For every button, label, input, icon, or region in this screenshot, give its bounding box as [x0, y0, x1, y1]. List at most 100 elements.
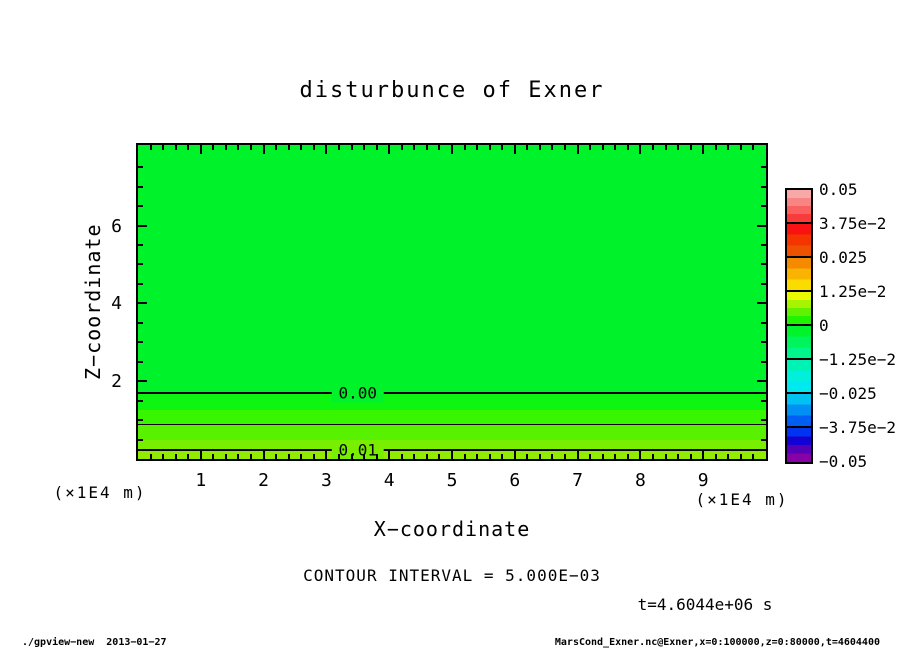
x-major-tick [388, 450, 391, 459]
x-minor-tick [375, 454, 378, 459]
contour-band [138, 439, 766, 451]
colorbar-tick-label: −0.025 [819, 384, 877, 403]
x-tick-label: 6 [509, 470, 521, 491]
x-minor-tick [551, 454, 554, 459]
x-minor-tick [425, 454, 428, 459]
x-minor-tick [689, 145, 692, 150]
x-minor-tick [526, 454, 529, 459]
z-major-tick [138, 380, 147, 383]
z-tick-label: 6 [111, 215, 122, 237]
x-axis-unit-label: (×1E4 m) [695, 490, 789, 509]
x-minor-tick [476, 454, 479, 459]
x-minor-tick [275, 145, 278, 150]
z-major-tick [757, 224, 766, 227]
x-minor-tick [375, 145, 378, 150]
x-tick-label: 9 [697, 470, 709, 491]
x-minor-tick [614, 454, 617, 459]
colorbar-tick-label: −3.75e−2 [819, 418, 897, 437]
colorbar-tick-label: 0 [819, 316, 829, 335]
x-minor-tick [501, 454, 504, 459]
x-tick-label: 5 [446, 470, 458, 491]
x-minor-tick [224, 454, 227, 459]
z-minor-tick [761, 360, 766, 363]
x-minor-tick [677, 454, 680, 459]
z-tick-label: 4 [111, 293, 122, 315]
z-minor-tick [761, 341, 766, 344]
x-major-tick [513, 145, 516, 154]
x-minor-tick [463, 454, 466, 459]
z-minor-tick [761, 185, 766, 188]
x-minor-tick [287, 454, 290, 459]
x-tick-label: 1 [195, 470, 207, 491]
colorbar-segment [787, 258, 811, 292]
z-minor-tick [761, 399, 766, 402]
x-minor-tick [739, 454, 742, 459]
x-minor-tick [463, 145, 466, 150]
x-minor-tick [363, 145, 366, 150]
x-minor-tick [689, 454, 692, 459]
x-minor-tick [601, 454, 604, 459]
x-minor-tick [664, 145, 667, 150]
x-minor-tick [413, 454, 416, 459]
z-minor-tick [761, 419, 766, 422]
x-minor-tick [538, 145, 541, 150]
x-tick-label: 4 [383, 470, 395, 491]
x-major-tick [576, 145, 579, 154]
contour-label: 0.00 [331, 383, 385, 403]
x-minor-tick [714, 145, 717, 150]
colorbar-segment [787, 190, 811, 224]
colorbar-segment [787, 394, 811, 428]
x-major-tick [639, 145, 642, 154]
x-major-tick [199, 145, 202, 154]
x-tick-label: 3 [320, 470, 332, 491]
colorbar-tick-label: 0.05 [819, 180, 858, 199]
x-minor-tick [212, 145, 215, 150]
x-minor-tick [626, 454, 629, 459]
x-minor-tick [312, 145, 315, 150]
x-minor-tick [739, 145, 742, 150]
time-annotation: t=4.6044e+06 s [637, 595, 773, 614]
x-major-tick [451, 450, 453, 459]
x-minor-tick [626, 145, 629, 150]
colorbar-tick-label: 0.025 [819, 248, 868, 267]
colorbar-segment [787, 326, 811, 360]
x-minor-tick [752, 454, 755, 459]
z-minor-tick [138, 185, 143, 188]
x-minor-tick [488, 145, 491, 150]
x-minor-tick [564, 145, 567, 150]
z-minor-tick [138, 263, 143, 266]
x-minor-tick [300, 145, 303, 150]
z-minor-tick [138, 399, 143, 402]
x-minor-tick [149, 145, 152, 150]
x-major-tick [262, 450, 265, 459]
x-minor-tick [538, 454, 541, 459]
z-minor-tick [761, 166, 766, 169]
z-minor-tick [138, 360, 143, 363]
x-minor-tick [488, 454, 491, 459]
x-minor-tick [174, 145, 177, 150]
z-major-tick [138, 302, 147, 305]
x-minor-tick [651, 145, 654, 150]
colorbar-segment [787, 224, 811, 258]
x-minor-tick [149, 454, 152, 459]
x-minor-tick [212, 454, 215, 459]
x-minor-tick [187, 145, 190, 150]
x-tick-label: 2 [258, 470, 270, 491]
x-minor-tick [589, 454, 592, 459]
x-major-tick [702, 145, 705, 154]
x-minor-tick [187, 454, 190, 459]
z-major-tick [138, 224, 147, 227]
x-minor-tick [727, 454, 730, 459]
x-minor-tick [287, 145, 290, 150]
footer-program-info: ./gpview−new 2013−01−27 [22, 637, 167, 648]
z-minor-tick [138, 205, 143, 208]
z-tick-label: 2 [111, 371, 122, 393]
x-minor-tick [438, 145, 441, 150]
x-minor-tick [664, 454, 667, 459]
x-minor-tick [174, 454, 177, 459]
x-minor-tick [400, 145, 403, 150]
z-minor-tick [761, 282, 766, 285]
z-minor-tick [138, 341, 143, 344]
z-minor-tick [138, 282, 143, 285]
